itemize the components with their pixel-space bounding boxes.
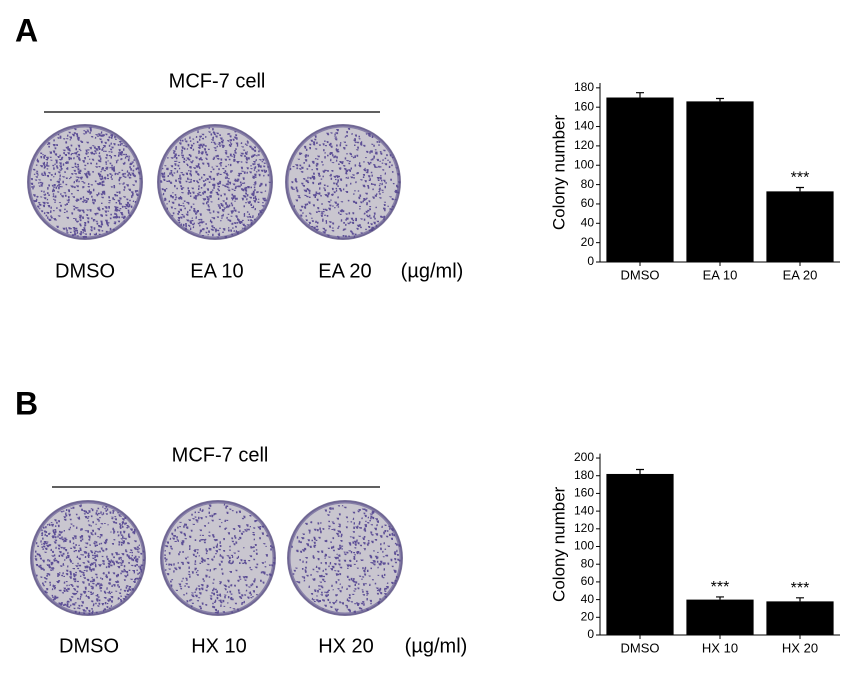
x-tick-label: HX 10 [702, 640, 738, 655]
plate-rim [157, 124, 273, 240]
panel-label: A [15, 12, 38, 48]
y-tick-label: 60 [581, 196, 595, 210]
error-bar [716, 97, 724, 102]
bar [606, 97, 674, 262]
y-tick-label: 0 [587, 254, 594, 268]
y-tick-label: 80 [581, 177, 595, 191]
panel-label: B [15, 385, 38, 421]
plate-label: HX 20 [318, 635, 374, 657]
plate-label: EA 20 [318, 260, 371, 282]
plate-rim [287, 500, 403, 616]
error-bar [716, 596, 724, 600]
x-tick-label: EA 20 [783, 267, 818, 282]
plate-rim [27, 124, 143, 240]
cell-caption: MCF-7 cell [169, 70, 266, 92]
y-axis-label: Colony number [549, 115, 568, 231]
x-tick-label: EA 10 [703, 267, 738, 282]
y-tick-label: 20 [581, 609, 595, 623]
bar [686, 101, 754, 262]
x-tick-label: DMSO [621, 267, 660, 282]
y-tick-label: 160 [574, 486, 594, 500]
y-tick-label: 180 [574, 80, 594, 94]
plate-label: DMSO [59, 635, 119, 657]
plate-label: DMSO [55, 260, 115, 282]
y-tick-label: 60 [581, 574, 595, 588]
plate-rim [160, 500, 276, 616]
y-tick-label: 120 [574, 138, 594, 152]
bar [606, 473, 674, 635]
error-bar [796, 597, 804, 602]
unit-label: (µg/ml) [401, 260, 464, 282]
y-tick-label: 120 [574, 521, 594, 535]
plate-label: HX 10 [191, 635, 247, 657]
plate-label: EA 10 [190, 260, 243, 282]
y-tick-label: 180 [574, 468, 594, 482]
colonies [291, 505, 401, 613]
colonies [30, 127, 142, 239]
y-tick-label: 100 [574, 539, 594, 553]
y-tick-label: 160 [574, 99, 594, 113]
y-tick-label: 0 [587, 627, 594, 641]
x-tick-label: DMSO [621, 640, 660, 655]
cell-caption: MCF-7 cell [172, 444, 269, 466]
colonies [164, 503, 276, 614]
bar [766, 601, 834, 635]
y-tick-label: 140 [574, 119, 594, 133]
y-tick-label: 80 [581, 556, 595, 570]
colonies [34, 504, 145, 615]
unit-label: (µg/ml) [405, 635, 468, 657]
significance-mark: *** [791, 580, 810, 597]
y-tick-label: 200 [574, 450, 594, 464]
plate-rim [30, 500, 146, 616]
colonies [289, 128, 401, 239]
y-tick-label: 20 [581, 235, 595, 249]
plate-rim [285, 124, 401, 240]
y-axis-label: Colony number [549, 486, 568, 602]
significance-mark: *** [791, 170, 810, 187]
x-tick-label: HX 20 [782, 640, 818, 655]
error-bar [636, 468, 644, 474]
error-bar [636, 92, 644, 98]
significance-mark: *** [711, 579, 730, 596]
y-tick-label: 140 [574, 503, 594, 517]
y-tick-label: 40 [581, 592, 595, 606]
error-bar [796, 186, 804, 192]
y-tick-label: 100 [574, 157, 594, 171]
y-tick-label: 40 [581, 215, 595, 229]
bar [766, 191, 834, 262]
bar [686, 599, 754, 635]
